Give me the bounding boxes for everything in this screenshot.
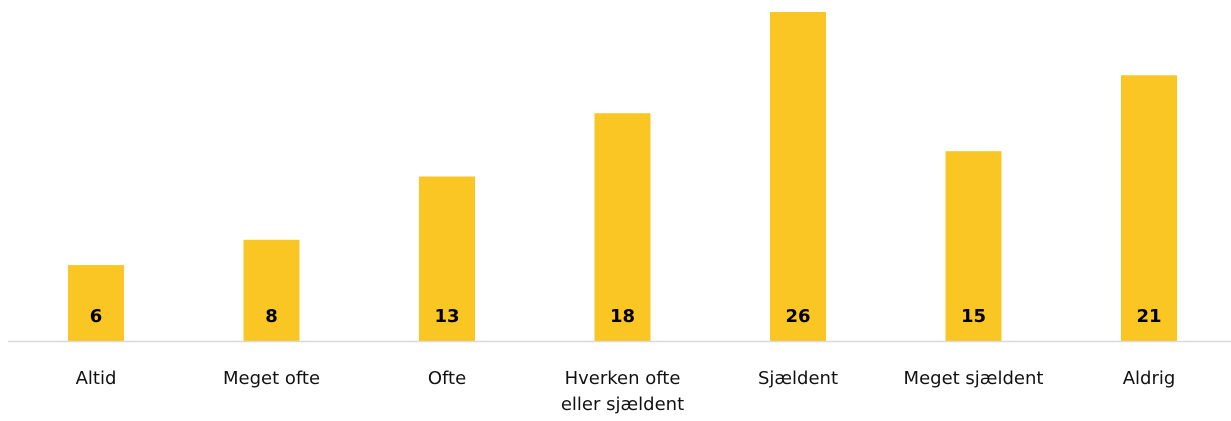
- value-label: 13: [434, 306, 459, 327]
- value-label: 8: [265, 306, 278, 327]
- x-tick-label: Aldrig: [1122, 368, 1176, 389]
- bar: [243, 239, 300, 341]
- value-label: 26: [785, 306, 810, 327]
- bar: [419, 176, 475, 341]
- bar: [770, 12, 826, 341]
- value-label: 18: [610, 306, 635, 327]
- bar: [594, 113, 651, 341]
- value-label: 21: [1136, 306, 1161, 327]
- x-tick-label: Altid: [75, 368, 117, 389]
- x-tick-label: Meget ofte: [222, 368, 321, 389]
- x-tick-label: Ofte: [427, 368, 467, 389]
- x-tick-label: Hverken ofte eller sjældent: [560, 368, 685, 415]
- bar: [68, 265, 124, 341]
- value-label: 15: [961, 306, 986, 327]
- x-tick-label: Sjældent: [757, 368, 839, 389]
- bar: [1121, 75, 1177, 342]
- bar: [945, 151, 1002, 341]
- x-tick-label: Meget sjældent: [903, 368, 1044, 389]
- value-label: 6: [90, 306, 103, 327]
